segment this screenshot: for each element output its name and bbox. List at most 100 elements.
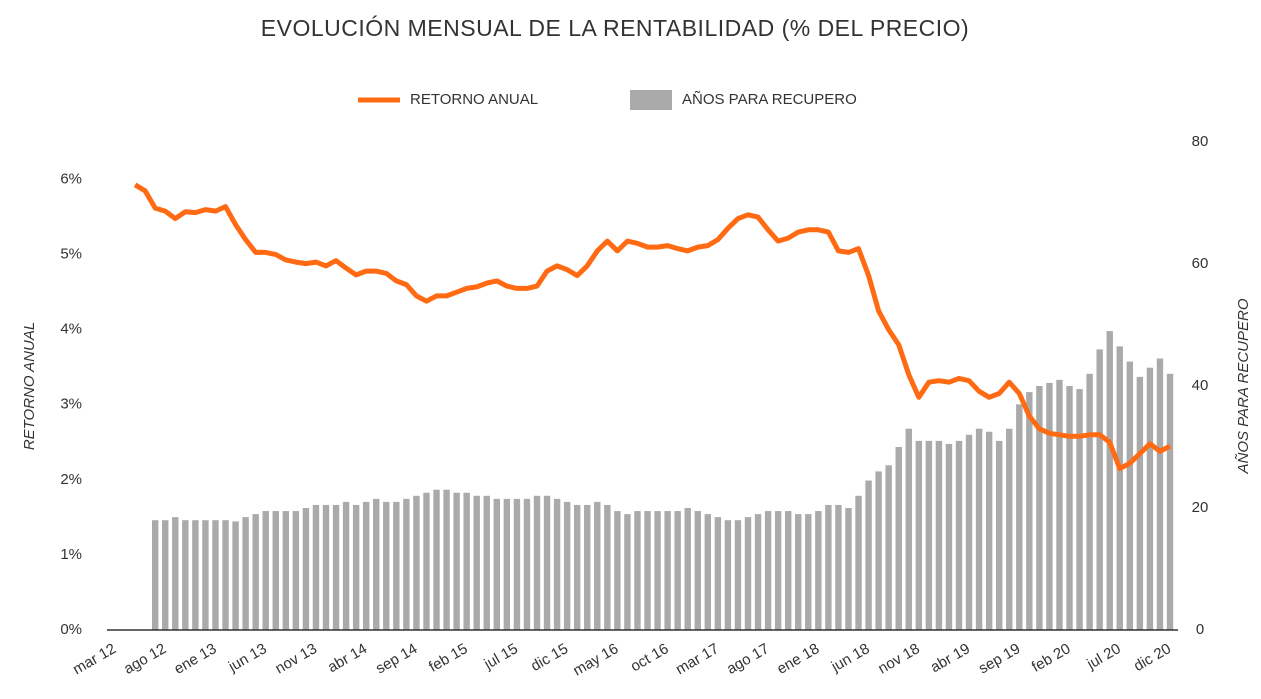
bar <box>252 514 259 630</box>
bar <box>453 492 460 630</box>
x-tick-label: mar 17 <box>673 640 722 678</box>
bar <box>784 511 792 630</box>
y2-axis-title: AÑOS PARA RECUPERO <box>1235 298 1252 474</box>
bar <box>192 520 199 630</box>
bar <box>1046 382 1053 630</box>
bar <box>925 440 933 630</box>
bar <box>212 520 219 630</box>
x-tick-label: sep 19 <box>976 640 1024 677</box>
bar <box>664 511 671 630</box>
chart-title: EVOLUCIÓN MENSUAL DE LA RENTABILIDAD (% … <box>261 15 969 41</box>
bar <box>463 492 470 630</box>
bar <box>1056 379 1063 630</box>
x-tick-label: feb 20 <box>1029 640 1074 676</box>
bar <box>1036 386 1043 630</box>
x-tick-label: oct 16 <box>628 640 672 675</box>
bar <box>473 495 480 630</box>
bar <box>1086 373 1093 630</box>
x-tick-label: nov 13 <box>272 640 320 677</box>
bar <box>543 495 551 630</box>
x-tick-label: sep 14 <box>373 640 421 677</box>
line <box>133 182 1172 472</box>
bar <box>282 511 290 630</box>
x-tick-label: may 16 <box>570 640 621 679</box>
x-tick-label: nov 18 <box>875 640 923 677</box>
bar <box>704 514 712 630</box>
bar <box>292 511 300 630</box>
bar <box>835 504 842 630</box>
bar <box>222 520 229 630</box>
y-tick-label: 2% <box>60 471 82 488</box>
bar <box>312 504 320 630</box>
y2-tick-label: 0 <box>1196 621 1204 638</box>
bar <box>684 508 691 630</box>
bar <box>423 492 430 630</box>
bar <box>393 501 400 630</box>
x-tick-label: jul 15 <box>480 640 520 673</box>
bar <box>513 498 521 630</box>
bar <box>724 520 732 630</box>
bar <box>262 511 269 630</box>
x-tick-label: ago 17 <box>724 640 772 678</box>
bar <box>614 511 621 630</box>
bar <box>945 443 953 630</box>
y-axis-title: RETORNO ANUAL <box>21 322 38 450</box>
y-tick-label: 0% <box>60 621 82 638</box>
bar <box>604 504 611 630</box>
bar <box>985 431 993 630</box>
bar <box>1136 376 1144 630</box>
bar <box>443 489 450 630</box>
y2-tick-label: 80 <box>1192 133 1209 150</box>
x-tick-label: jul 20 <box>1083 640 1123 673</box>
x-tick-label: jun 13 <box>225 640 270 676</box>
bar <box>754 514 762 630</box>
bar <box>774 511 782 630</box>
bar <box>503 498 511 630</box>
bar <box>634 511 641 630</box>
y2-tick-label: 40 <box>1192 377 1209 394</box>
bar <box>845 508 852 630</box>
bar <box>563 501 571 630</box>
bar <box>242 517 249 630</box>
bar <box>413 495 420 630</box>
bar <box>744 517 752 630</box>
x-tick-label: ene 13 <box>171 640 219 678</box>
bar <box>654 511 661 630</box>
bar <box>714 517 722 630</box>
bar <box>433 489 440 630</box>
bar <box>162 520 169 630</box>
bar <box>885 465 892 630</box>
x-tick-label: ene 18 <box>774 640 822 678</box>
bar <box>855 495 862 630</box>
bar <box>272 511 279 630</box>
bar <box>151 520 159 630</box>
bar <box>493 498 501 630</box>
bar <box>674 511 681 630</box>
bar <box>362 501 370 630</box>
bar <box>342 501 350 630</box>
y-tick-label: 5% <box>60 246 82 263</box>
y-tick-label: 4% <box>60 321 82 338</box>
x-tick-label: abr 14 <box>325 640 370 676</box>
bar <box>1156 358 1164 630</box>
x-tick-label: mar 12 <box>70 640 119 678</box>
bar <box>573 504 581 630</box>
bar <box>935 440 943 630</box>
bar <box>352 504 360 630</box>
bar <box>1066 386 1073 630</box>
bar <box>182 520 189 630</box>
bar <box>1096 349 1103 630</box>
bar <box>955 440 963 630</box>
bar <box>995 440 1003 630</box>
bar <box>764 511 772 630</box>
bar <box>895 447 902 630</box>
legend-swatch <box>630 90 672 110</box>
bar <box>383 501 390 630</box>
bar <box>1116 346 1123 630</box>
bar <box>975 428 983 630</box>
bar <box>795 514 802 630</box>
x-tick-label: abr 19 <box>928 640 973 676</box>
bar <box>694 511 701 630</box>
x-tick-label: feb 15 <box>426 640 471 676</box>
bar <box>1076 389 1083 630</box>
